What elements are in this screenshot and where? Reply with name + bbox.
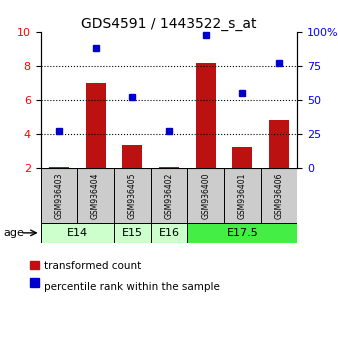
Text: GSM936403: GSM936403 (54, 172, 64, 219)
Bar (187, 223, 297, 243)
Bar (114, 223, 151, 243)
Bar (41, 169, 77, 223)
Text: GSM936405: GSM936405 (128, 172, 137, 219)
Text: E17.5: E17.5 (226, 228, 258, 238)
Text: GSM936401: GSM936401 (238, 172, 247, 219)
Bar (224, 169, 261, 223)
Text: GSM936406: GSM936406 (274, 172, 284, 219)
Bar (151, 223, 187, 243)
Bar (151, 169, 187, 223)
Text: E15: E15 (122, 228, 143, 238)
Text: GSM936402: GSM936402 (165, 172, 173, 219)
Bar (232, 147, 252, 169)
Bar (196, 63, 216, 169)
Bar (41, 223, 114, 243)
Text: E14: E14 (67, 228, 88, 238)
Bar (86, 83, 106, 169)
Text: transformed count: transformed count (44, 261, 141, 270)
Text: GSM936400: GSM936400 (201, 172, 210, 219)
Text: GSM936404: GSM936404 (91, 172, 100, 219)
Bar (269, 120, 289, 169)
Bar (159, 167, 179, 169)
Bar (77, 169, 114, 223)
Text: percentile rank within the sample: percentile rank within the sample (44, 282, 220, 292)
Bar (114, 169, 151, 223)
Title: GDS4591 / 1443522_s_at: GDS4591 / 1443522_s_at (81, 17, 257, 31)
Text: E16: E16 (159, 228, 179, 238)
Text: age: age (3, 228, 24, 238)
Bar (122, 145, 142, 169)
Bar (261, 169, 297, 223)
Bar (187, 169, 224, 223)
Bar (49, 167, 69, 169)
